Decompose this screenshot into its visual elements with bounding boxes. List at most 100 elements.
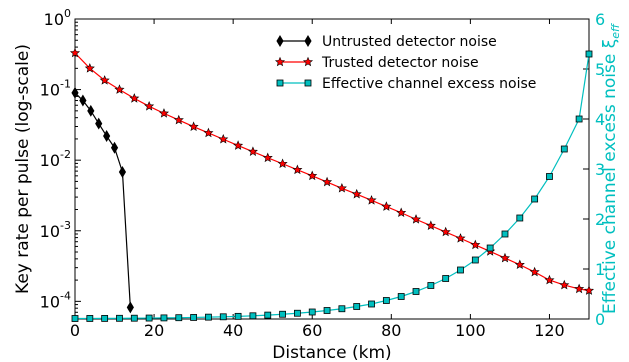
data-point — [247, 146, 258, 156]
left-tick-label: 10-2 — [40, 148, 71, 170]
data-point — [368, 300, 375, 308]
data-point — [71, 315, 79, 322]
data-point — [173, 114, 184, 125]
data-point — [160, 314, 168, 322]
x-axis-ticks: 0 20 40 60 80 100 120 — [70, 19, 565, 340]
data-point — [86, 315, 94, 322]
data-point — [529, 266, 540, 277]
left-tick-base: 10 — [40, 222, 60, 241]
data-point — [79, 94, 87, 107]
data-point — [279, 310, 286, 318]
right-axis-ticks: 0 1 2 3 4 5 6 — [583, 10, 605, 329]
legend-label: Trusted detector noise — [321, 55, 479, 71]
data-point — [71, 86, 79, 99]
x-tick-label: 60 — [302, 321, 322, 340]
data-point — [322, 176, 333, 187]
legend-marker — [302, 56, 314, 67]
data-point — [440, 226, 451, 237]
data-point — [218, 133, 229, 144]
left-tick-base: 10 — [44, 10, 64, 29]
data-point — [499, 252, 511, 263]
data-point — [130, 314, 138, 322]
data-point — [501, 230, 509, 238]
legend-item: Untrusted detector noise — [276, 34, 497, 50]
data-point — [95, 117, 103, 130]
data-point — [175, 314, 183, 322]
legend-label: Effective channel excess noise — [322, 76, 536, 92]
series-line — [74, 92, 131, 308]
left-tick-exp: -3 — [60, 219, 71, 232]
data-point — [427, 282, 435, 289]
data-point — [292, 164, 303, 175]
data-point — [205, 313, 212, 321]
data-point — [101, 314, 109, 322]
data-point — [203, 127, 214, 138]
data-point — [308, 308, 316, 316]
data-point — [585, 50, 593, 58]
right-axis-label-sub: eff — [609, 23, 622, 39]
legend-marker — [304, 35, 312, 47]
x-tick-label: 120 — [534, 321, 565, 340]
series-diamond — [71, 86, 134, 314]
left-axis-label: Key rate per pulse (log-scale) — [13, 44, 33, 294]
data-point — [351, 188, 362, 199]
data-point — [99, 75, 110, 85]
right-axis-label: Effective channel excess noise ξeff — [600, 23, 622, 314]
data-point — [84, 63, 95, 73]
data-point — [412, 288, 420, 295]
legend-marker — [276, 79, 284, 87]
data-point — [126, 301, 134, 314]
right-tick-label: 4 — [595, 110, 605, 129]
data-point — [307, 170, 318, 181]
right-tick-label: 0 — [595, 310, 605, 329]
data-point — [188, 121, 199, 131]
data-point — [559, 279, 570, 290]
x-tick-label: 100 — [455, 321, 486, 340]
left-tick-label: 10-3 — [40, 219, 71, 241]
data-point — [353, 303, 361, 310]
data-point — [264, 311, 272, 319]
data-point — [336, 182, 347, 193]
x-tick-label: 40 — [223, 321, 243, 340]
data-point — [575, 115, 583, 123]
left-tick-base: 10 — [40, 292, 60, 311]
legend-marker — [274, 56, 286, 67]
data-point — [323, 307, 331, 314]
data-point — [410, 214, 422, 224]
data-point — [457, 266, 464, 274]
data-point — [560, 145, 568, 153]
data-point — [583, 285, 595, 295]
data-point — [470, 239, 481, 250]
data-point — [514, 259, 525, 270]
x-tick-label: 0 — [70, 321, 80, 340]
data-point — [366, 195, 377, 205]
data-point — [455, 233, 466, 243]
data-point — [116, 314, 123, 322]
left-tick-exp: -4 — [60, 289, 71, 302]
data-point — [486, 244, 494, 252]
legend-label: Untrusted detector noise — [322, 34, 497, 50]
data-point — [397, 293, 405, 300]
data-point — [294, 309, 301, 317]
left-tick-exp: -2 — [60, 148, 71, 161]
data-point — [129, 93, 140, 103]
data-point — [546, 173, 553, 180]
data-point — [531, 195, 539, 203]
data-point — [219, 313, 227, 321]
x-axis-label: Distance (km) — [272, 343, 391, 362]
data-point — [158, 108, 169, 118]
left-tick-label: 10-4 — [40, 289, 71, 311]
right-tick-label: 2 — [595, 210, 605, 229]
legend-item: Trusted detector noise — [274, 55, 479, 71]
legend-item: Effective channel excess noise — [276, 76, 536, 92]
data-point — [234, 312, 242, 320]
series-star — [69, 47, 595, 295]
right-axis-label-main: Effective channel excess noise ξ — [600, 39, 620, 314]
data-point — [103, 130, 111, 142]
legend-marker — [276, 35, 284, 47]
left-tick-label: 10-1 — [40, 78, 71, 100]
data-point — [114, 84, 125, 94]
data-point — [69, 47, 81, 58]
data-point — [233, 140, 244, 150]
left-tick-base: 10 — [40, 151, 60, 170]
